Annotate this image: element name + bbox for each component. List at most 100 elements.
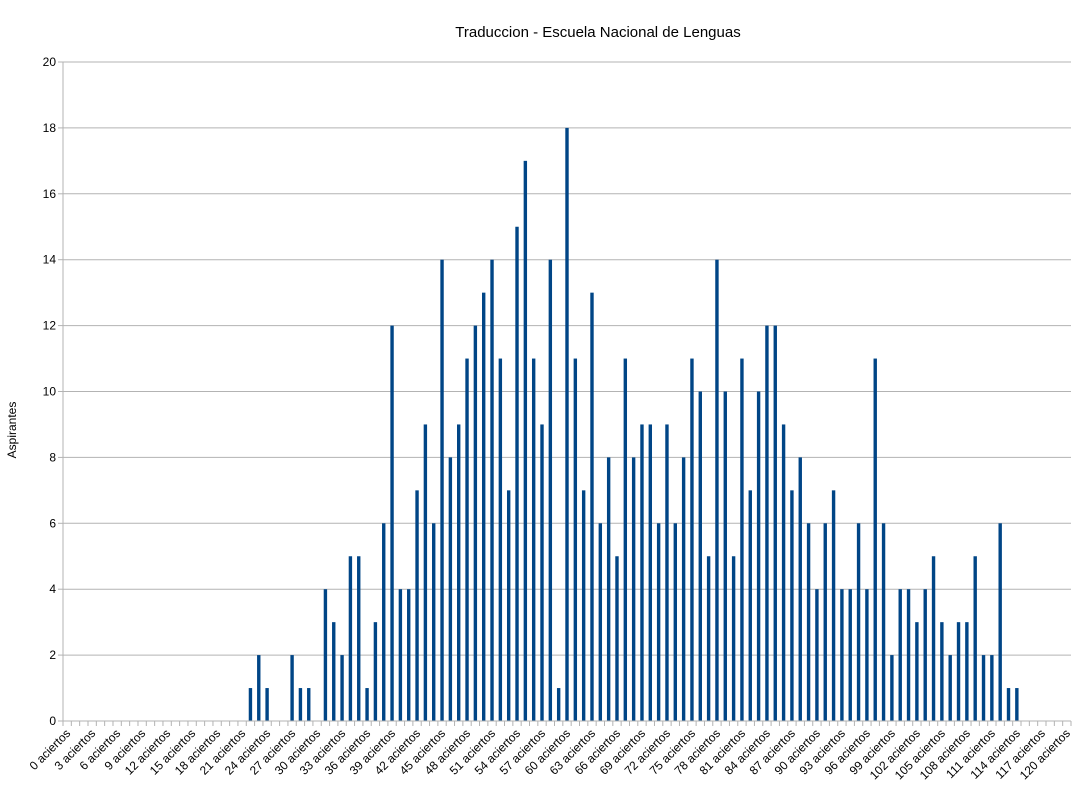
bar — [481, 292, 486, 721]
y-tick-label: 0 — [49, 714, 56, 728]
bar — [756, 391, 761, 721]
bar — [265, 688, 269, 721]
bar — [340, 655, 344, 721]
bar — [440, 259, 444, 721]
bar — [748, 490, 752, 721]
bar — [715, 259, 719, 721]
bar — [698, 391, 702, 721]
bar — [665, 424, 669, 721]
bar — [815, 589, 819, 721]
bar — [290, 655, 294, 721]
bar — [731, 556, 736, 721]
bar — [357, 556, 361, 721]
bar — [332, 622, 336, 721]
bar — [548, 259, 553, 721]
bar — [257, 655, 261, 721]
bar — [915, 622, 919, 721]
bar — [573, 358, 578, 721]
bar — [457, 424, 461, 721]
bar — [881, 523, 886, 721]
bar — [498, 358, 503, 721]
y-tick-label: 18 — [43, 121, 57, 135]
bar — [640, 424, 644, 721]
bar — [673, 523, 677, 721]
y-tick-label: 6 — [49, 516, 56, 530]
bar — [307, 688, 311, 721]
bar — [365, 688, 369, 721]
bar — [806, 523, 811, 721]
bar — [998, 523, 1002, 721]
y-tick-label: 10 — [43, 385, 57, 399]
bar — [831, 490, 836, 721]
bar — [798, 457, 802, 721]
bar — [990, 655, 994, 721]
bar — [432, 523, 436, 721]
y-axis-ticks: 0 2 4 6 8 10 12 14 16 18 20 — [43, 55, 63, 728]
bar — [873, 358, 877, 721]
bar — [465, 358, 469, 721]
bar — [681, 457, 686, 721]
bar — [931, 556, 936, 721]
bar — [823, 523, 827, 721]
bar — [556, 688, 561, 721]
y-tick-label: 8 — [49, 450, 56, 464]
bar — [490, 259, 494, 721]
bar — [615, 556, 619, 721]
bar — [1015, 688, 1019, 721]
bar — [981, 655, 986, 721]
bar — [523, 160, 528, 722]
bar — [840, 589, 844, 721]
bar — [790, 490, 794, 721]
bar — [656, 523, 661, 721]
bar — [890, 655, 894, 721]
bar — [565, 127, 569, 721]
bar — [773, 325, 777, 721]
bar — [506, 490, 511, 721]
y-tick-label: 20 — [43, 55, 57, 69]
bar — [765, 325, 769, 721]
bar — [323, 589, 328, 721]
bar — [348, 556, 353, 721]
bar — [940, 622, 944, 721]
bar — [973, 556, 977, 721]
bar — [398, 589, 403, 721]
bar — [1006, 688, 1011, 721]
bar — [956, 622, 961, 721]
chart-title: Traduccion - Escuela Nacional de Lenguas — [455, 24, 740, 41]
bar — [740, 358, 744, 721]
y-tick-label: 16 — [43, 187, 57, 201]
bar — [248, 688, 253, 721]
bar — [390, 325, 394, 721]
bar — [298, 688, 303, 721]
bar — [415, 490, 419, 721]
bar — [540, 424, 544, 721]
bar — [382, 523, 386, 721]
bar — [448, 457, 453, 721]
bar — [965, 622, 969, 721]
y-tick-label: 14 — [43, 253, 57, 267]
bar — [581, 490, 586, 721]
y-tick-label: 2 — [49, 648, 56, 662]
bar — [531, 358, 536, 721]
bar — [898, 589, 902, 721]
bar — [407, 589, 411, 721]
bar — [598, 523, 603, 721]
x-axis — [62, 62, 1072, 726]
y-axis-label: Aspirantes — [5, 402, 19, 459]
bar — [690, 358, 694, 721]
bar — [648, 424, 653, 721]
bar — [948, 655, 952, 721]
bar — [590, 292, 594, 721]
bar — [848, 589, 852, 721]
bar — [423, 424, 428, 721]
bar — [706, 556, 711, 721]
y-tick-label: 12 — [43, 319, 57, 333]
bar — [923, 589, 927, 721]
bars — [248, 127, 1019, 722]
bar — [865, 589, 869, 721]
y-tick-label: 4 — [49, 582, 56, 596]
bar — [631, 457, 636, 721]
bar — [906, 589, 911, 721]
